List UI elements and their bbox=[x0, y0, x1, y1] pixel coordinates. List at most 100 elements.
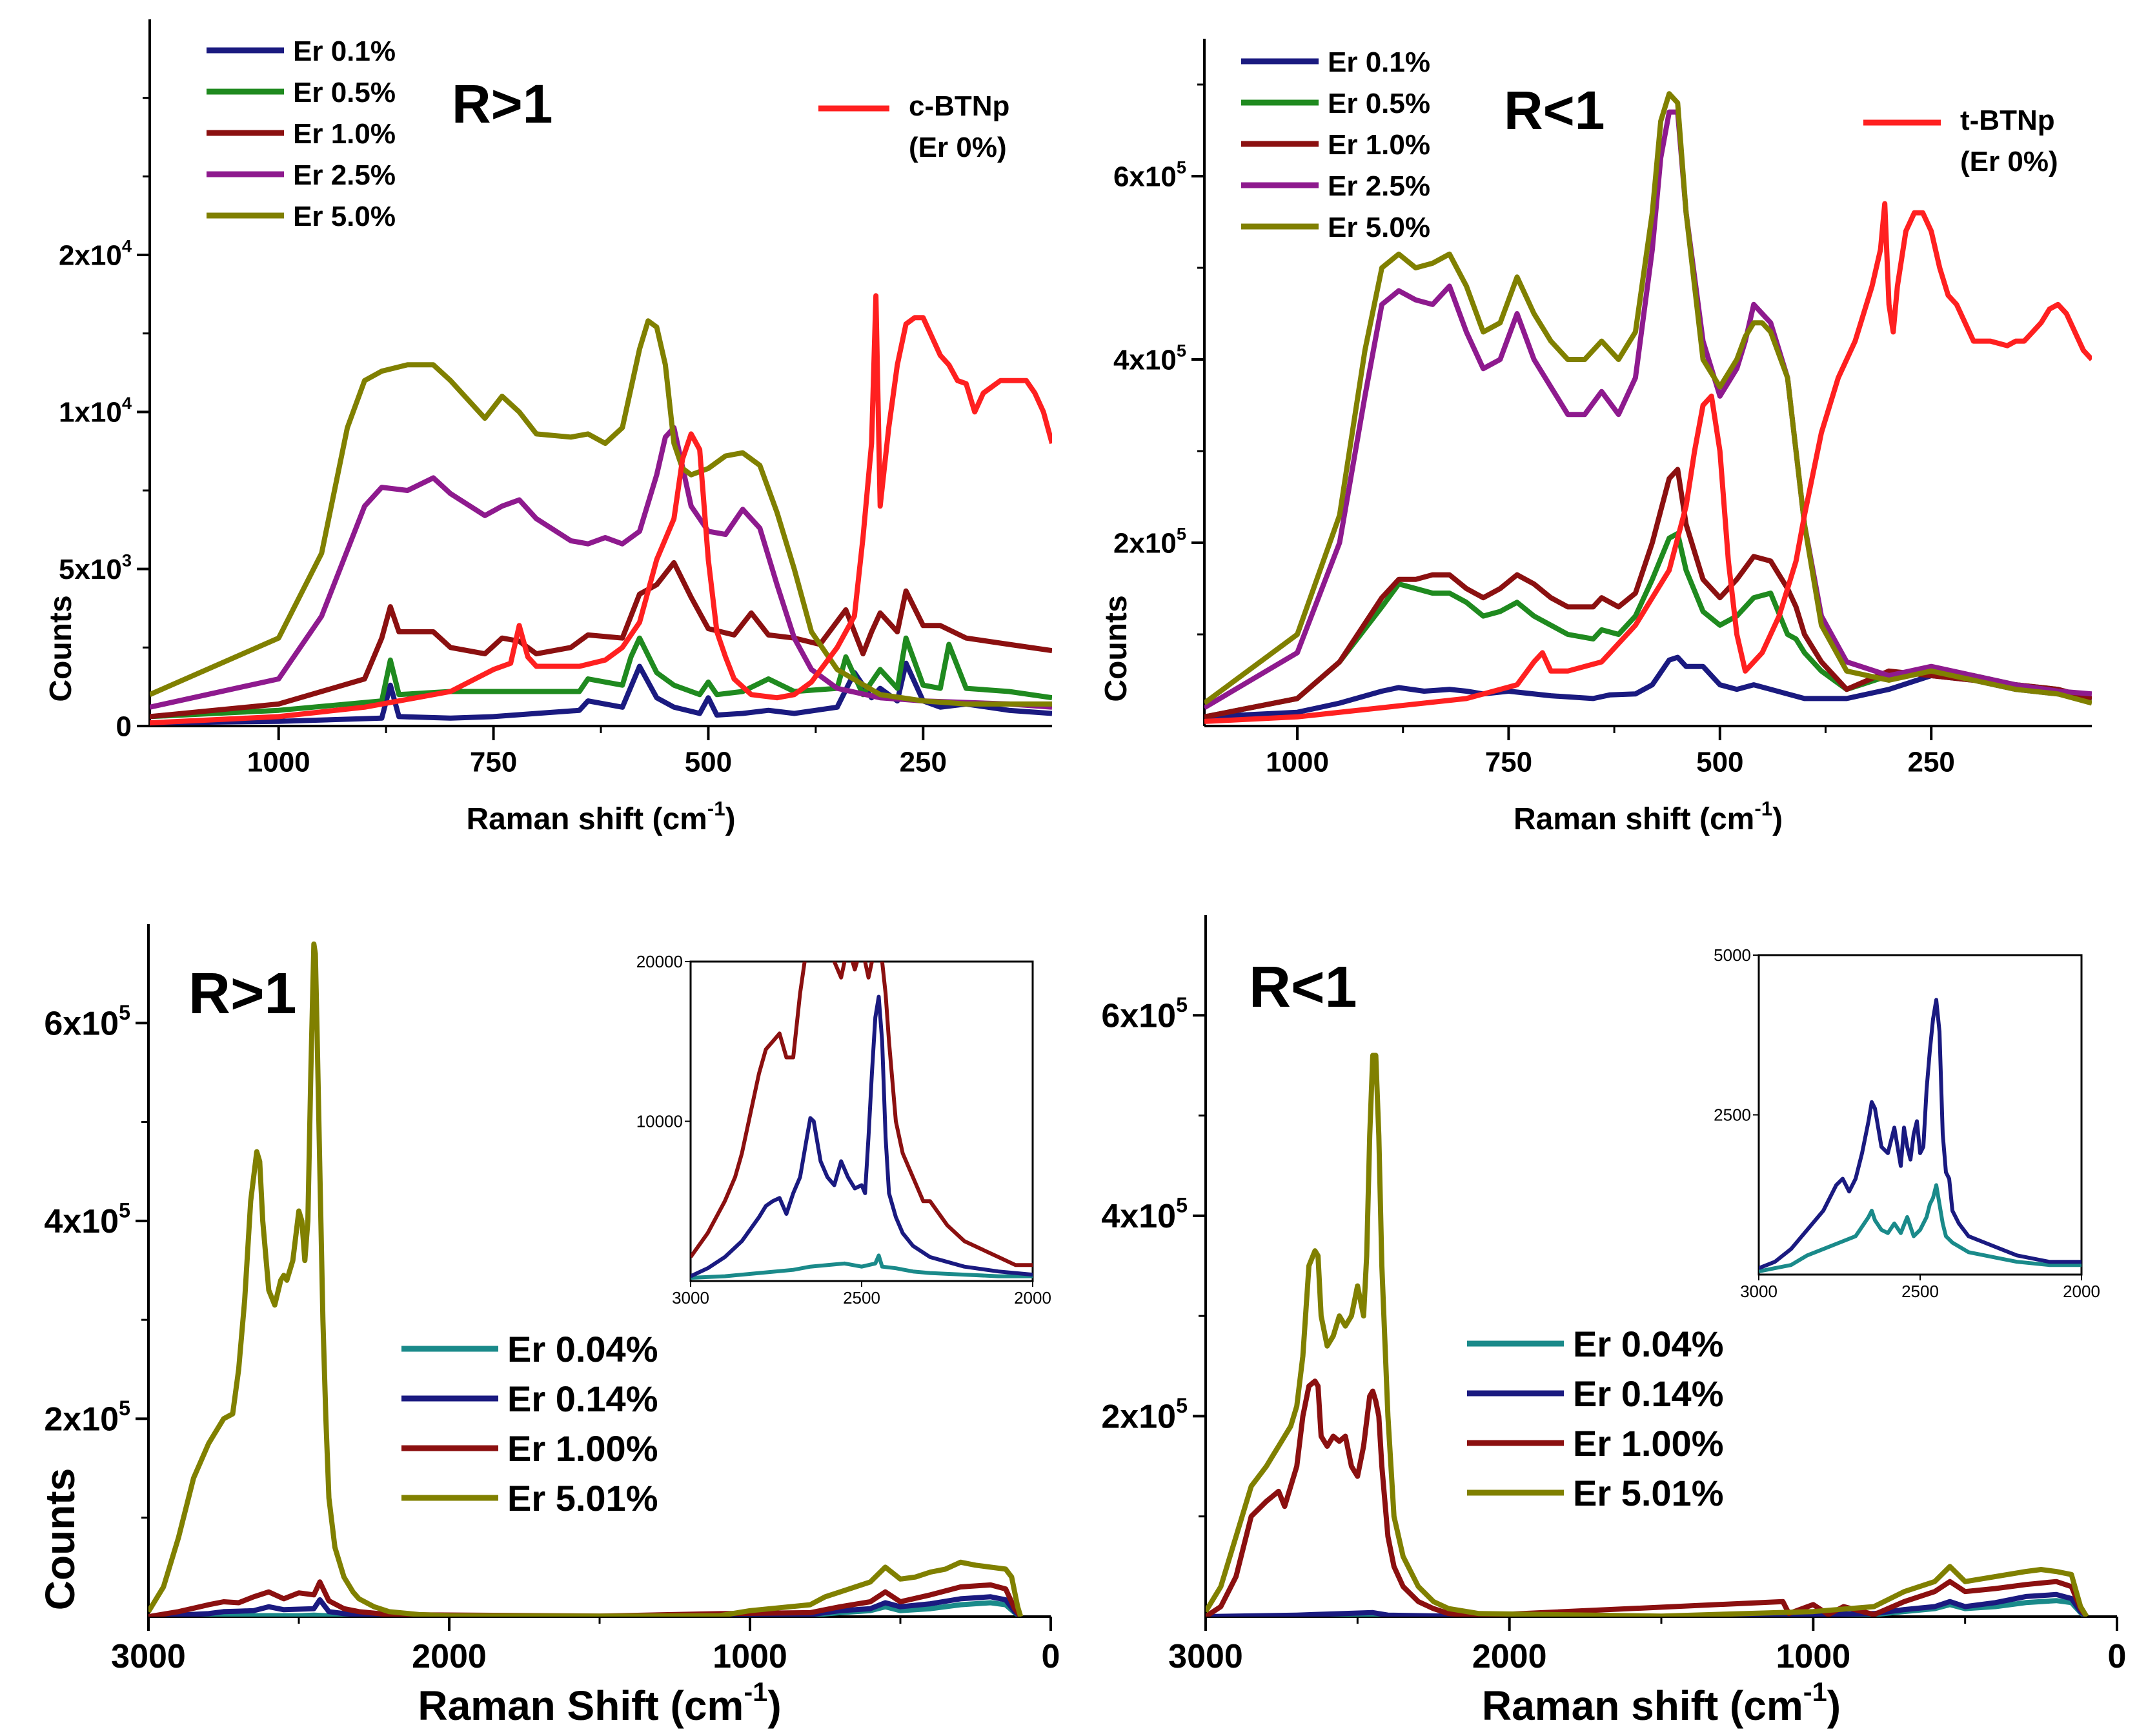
legend-label: Er 0.5% bbox=[293, 77, 396, 108]
x-tick-label: 3000 bbox=[111, 1638, 186, 1675]
inset-x-tick-label: 3000 bbox=[672, 1288, 709, 1307]
legend-label: Er 0.04% bbox=[1573, 1324, 1724, 1364]
y-tick-label: 2x105 bbox=[44, 1397, 130, 1438]
panel-title: R<1 bbox=[1249, 955, 1357, 1020]
inset-series-line bbox=[691, 1253, 1033, 1280]
series-line bbox=[1204, 201, 2092, 724]
panel-title: R<1 bbox=[1504, 80, 1605, 141]
y-tick-label: 2x105 bbox=[1101, 1394, 1188, 1435]
series-line bbox=[150, 293, 1052, 726]
inset-y-tick-label: 20000 bbox=[636, 952, 683, 971]
x-tick-label: 750 bbox=[470, 746, 517, 778]
inset-y-tick-label: 5000 bbox=[1714, 945, 1751, 965]
legend-label: Er 5.0% bbox=[293, 201, 396, 232]
inset-x-tick-label: 2000 bbox=[1014, 1288, 1051, 1307]
x-axis-label: Raman Shift (cm-1) bbox=[418, 1677, 781, 1729]
x-axis-label: Raman shift (cm-1) bbox=[1514, 797, 1783, 836]
y-tick-label: 6x105 bbox=[44, 1001, 130, 1042]
legend-label: Er 5.01% bbox=[507, 1478, 658, 1519]
chart-panel-bottom-right: 3000 2000 1000 0 2x105 4x105 6x105 R<1 Raman shi… bbox=[1101, 915, 2126, 1729]
x-axis-label: Raman shift (cm-1) bbox=[1482, 1677, 1841, 1729]
legend-label: Er 1.0% bbox=[293, 118, 396, 150]
series-line bbox=[150, 318, 1052, 707]
y-tick-label: 6x105 bbox=[1113, 157, 1186, 193]
y-tick-label: 2x105 bbox=[1113, 524, 1186, 560]
series-line bbox=[148, 941, 1024, 1617]
inset-x-tick-label: 2500 bbox=[1901, 1282, 1939, 1301]
y-axis-label: Counts bbox=[44, 595, 78, 701]
y-tick-label: 0 bbox=[116, 711, 132, 742]
panel-title: R>1 bbox=[452, 74, 552, 134]
x-tick-label: 250 bbox=[1907, 746, 1954, 778]
legend-label: Er 1.00% bbox=[507, 1428, 658, 1469]
x-tick-label: 250 bbox=[900, 746, 947, 778]
legend-label: Er 2.5% bbox=[293, 159, 396, 191]
series-line bbox=[1204, 654, 2092, 720]
inset-series-line bbox=[691, 994, 1033, 1278]
legend-label: Er 1.00% bbox=[1573, 1423, 1724, 1464]
series-line bbox=[1206, 1053, 2089, 1617]
inset-series-line bbox=[1759, 1183, 2081, 1273]
legend-label: Er 2.5% bbox=[1328, 170, 1430, 202]
legend-label: Er 0.1% bbox=[1328, 46, 1430, 78]
legend-label: (Er 0%) bbox=[1960, 146, 2058, 177]
legend-label: Er 5.0% bbox=[1328, 212, 1430, 243]
legend-label: c-BTNp bbox=[909, 90, 1009, 122]
x-tick-label: 2000 bbox=[412, 1638, 487, 1675]
x-tick-label: 500 bbox=[685, 746, 732, 778]
legend-label: t-BTNp bbox=[1960, 105, 2055, 136]
y-axis-label: Counts bbox=[37, 1468, 83, 1610]
chart-panel-top-right: 1000 750 500 250 2x105 4x105 6x105 R<1 Raman shi… bbox=[1099, 39, 2092, 836]
inset-y-tick-label: 2500 bbox=[1714, 1105, 1751, 1125]
y-axis-label: Counts bbox=[1099, 595, 1133, 701]
x-tick-label: 0 bbox=[1042, 1638, 1060, 1675]
chart-panel-top-left: 1000 750 500 250 0 5x103 1x104 2x104 R>1 Raman sh… bbox=[44, 19, 1052, 836]
y-tick-label: 4x105 bbox=[44, 1199, 130, 1240]
series-line bbox=[150, 560, 1052, 720]
inset-x-tick-label: 2000 bbox=[2063, 1282, 2100, 1301]
x-tick-label: 3000 bbox=[1168, 1638, 1243, 1675]
legend-label: Er 0.14% bbox=[1573, 1373, 1724, 1414]
series-line bbox=[1204, 467, 2092, 720]
series-line bbox=[150, 425, 1052, 710]
series-line bbox=[1204, 91, 2092, 706]
inset-chart: 3000 2500 2000 2500 5000 bbox=[1714, 945, 2100, 1301]
x-tick-label: 1000 bbox=[1776, 1638, 1850, 1675]
y-tick-label: 4x105 bbox=[1113, 341, 1186, 376]
inset-y-tick-label: 10000 bbox=[636, 1112, 683, 1131]
panel-title: R>1 bbox=[188, 962, 297, 1026]
y-tick-label: 2x104 bbox=[59, 236, 132, 272]
legend-label: Er 1.0% bbox=[1328, 129, 1430, 161]
legend-label: (Er 0%) bbox=[909, 132, 1007, 163]
series-line bbox=[150, 660, 1052, 726]
x-tick-label: 1000 bbox=[1266, 746, 1329, 778]
x-tick-label: 750 bbox=[1485, 746, 1532, 778]
inset-chart: 3000 2500 2000 10000 20000 bbox=[636, 952, 1051, 1307]
x-axis-label: Raman shift (cm-1) bbox=[466, 797, 735, 836]
legend-label: Er 0.04% bbox=[507, 1329, 658, 1369]
inset-series-line bbox=[691, 962, 1033, 1267]
x-tick-label: 1000 bbox=[713, 1638, 787, 1675]
x-tick-label: 1000 bbox=[247, 746, 310, 778]
y-tick-label: 6x105 bbox=[1101, 993, 1188, 1035]
x-tick-label: 2000 bbox=[1472, 1638, 1547, 1675]
series-line bbox=[1206, 1378, 2089, 1617]
inset-x-tick-label: 3000 bbox=[1740, 1282, 1777, 1301]
legend-label: Er 0.14% bbox=[507, 1378, 658, 1419]
inset-x-tick-label: 2500 bbox=[843, 1288, 880, 1307]
inset-frame bbox=[689, 960, 1034, 1282]
y-tick-label: 4x105 bbox=[1101, 1194, 1188, 1235]
series-line bbox=[1206, 1591, 2089, 1617]
inset-series-line bbox=[1759, 998, 2081, 1270]
legend-label: Er 0.5% bbox=[1328, 88, 1430, 119]
series-line bbox=[148, 1579, 1023, 1617]
y-tick-label: 5x103 bbox=[59, 550, 132, 585]
y-tick-label: 1x104 bbox=[59, 393, 132, 429]
legend-label: Er 0.1% bbox=[293, 35, 396, 67]
series-line bbox=[150, 635, 1052, 720]
x-tick-label: 500 bbox=[1696, 746, 1743, 778]
x-tick-label: 0 bbox=[2108, 1638, 2127, 1675]
legend-label: Er 5.01% bbox=[1573, 1473, 1724, 1513]
